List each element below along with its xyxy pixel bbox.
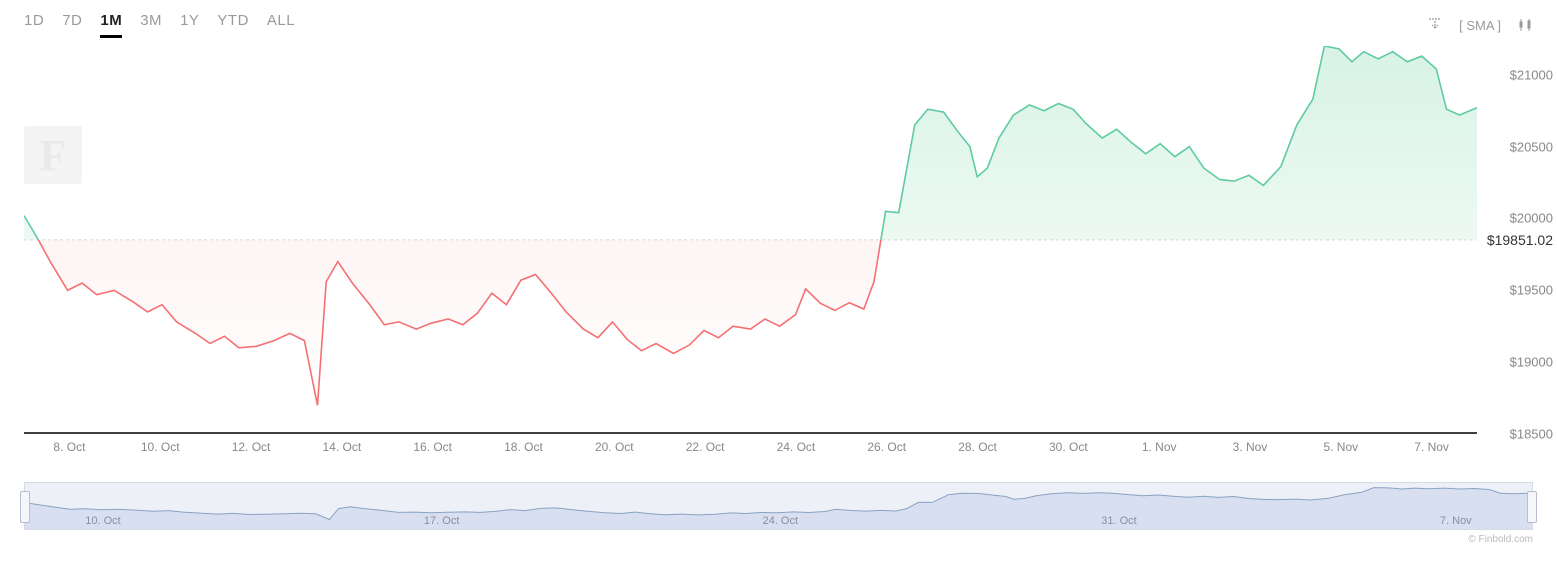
y-tick-label: $19000 <box>1510 355 1553 370</box>
chart-tools: [ SMA ] <box>1427 17 1533 33</box>
x-axis-labels: 8. Oct10. Oct12. Oct14. Oct16. Oct18. Oc… <box>0 434 1557 454</box>
navigator[interactable]: 10. Oct17. Oct24. Oct31. Oct7. Nov <box>24 482 1533 530</box>
x-tick-label: 26. Oct <box>841 440 932 454</box>
x-tick-label: 24. Oct <box>751 440 842 454</box>
y-tick-label: $19500 <box>1510 283 1553 298</box>
range-1m[interactable]: 1M <box>100 12 122 38</box>
watermark-logo: F <box>24 126 82 184</box>
y-tick-label: $20000 <box>1510 211 1553 226</box>
x-tick-label: 12. Oct <box>206 440 297 454</box>
x-tick-label: 16. Oct <box>387 440 478 454</box>
navigator-chart <box>25 483 1532 529</box>
x-tick-label: 20. Oct <box>569 440 660 454</box>
y-axis-labels: $18500$19000$19500$20000$20500$21000$198… <box>1483 46 1553 434</box>
y-tick-label: $20500 <box>1510 139 1553 154</box>
sma-button[interactable]: [ SMA ] <box>1459 18 1501 33</box>
baseline-label: $19851.02 <box>1487 232 1553 248</box>
toolbar: 1D 7D 1M 3M 1Y YTD ALL [ SMA ] <box>0 0 1557 46</box>
navigator-handle-left[interactable] <box>20 491 30 523</box>
y-tick-label: $21000 <box>1510 67 1553 82</box>
range-1d[interactable]: 1D <box>24 12 44 38</box>
x-tick-label: 10. Oct <box>115 440 206 454</box>
x-tick-label: 8. Oct <box>24 440 115 454</box>
export-icon[interactable] <box>1427 17 1443 33</box>
credit-text: © Finbold.com <box>0 530 1557 545</box>
chart-area[interactable]: F $18500$19000$19500$20000$20500$21000$1… <box>0 46 1557 434</box>
x-tick-label: 1. Nov <box>1114 440 1205 454</box>
range-selector: 1D 7D 1M 3M 1Y YTD ALL <box>24 12 295 38</box>
candlestick-icon[interactable] <box>1517 17 1533 33</box>
range-ytd[interactable]: YTD <box>217 12 249 38</box>
range-all[interactable]: ALL <box>267 12 295 38</box>
x-tick-label: 28. Oct <box>932 440 1023 454</box>
x-tick-label: 3. Nov <box>1205 440 1296 454</box>
x-tick-label: 7. Nov <box>1386 440 1477 454</box>
navigator-handle-right[interactable] <box>1527 491 1537 523</box>
range-3m[interactable]: 3M <box>140 12 162 38</box>
x-tick-label: 5. Nov <box>1295 440 1386 454</box>
price-chart <box>24 46 1477 434</box>
x-tick-label: 14. Oct <box>296 440 387 454</box>
range-7d[interactable]: 7D <box>62 12 82 38</box>
x-tick-label: 30. Oct <box>1023 440 1114 454</box>
x-tick-label: 18. Oct <box>478 440 569 454</box>
x-tick-label: 22. Oct <box>660 440 751 454</box>
chart-container: 1D 7D 1M 3M 1Y YTD ALL [ SMA ] F $18500$… <box>0 0 1557 585</box>
range-1y[interactable]: 1Y <box>180 12 199 38</box>
